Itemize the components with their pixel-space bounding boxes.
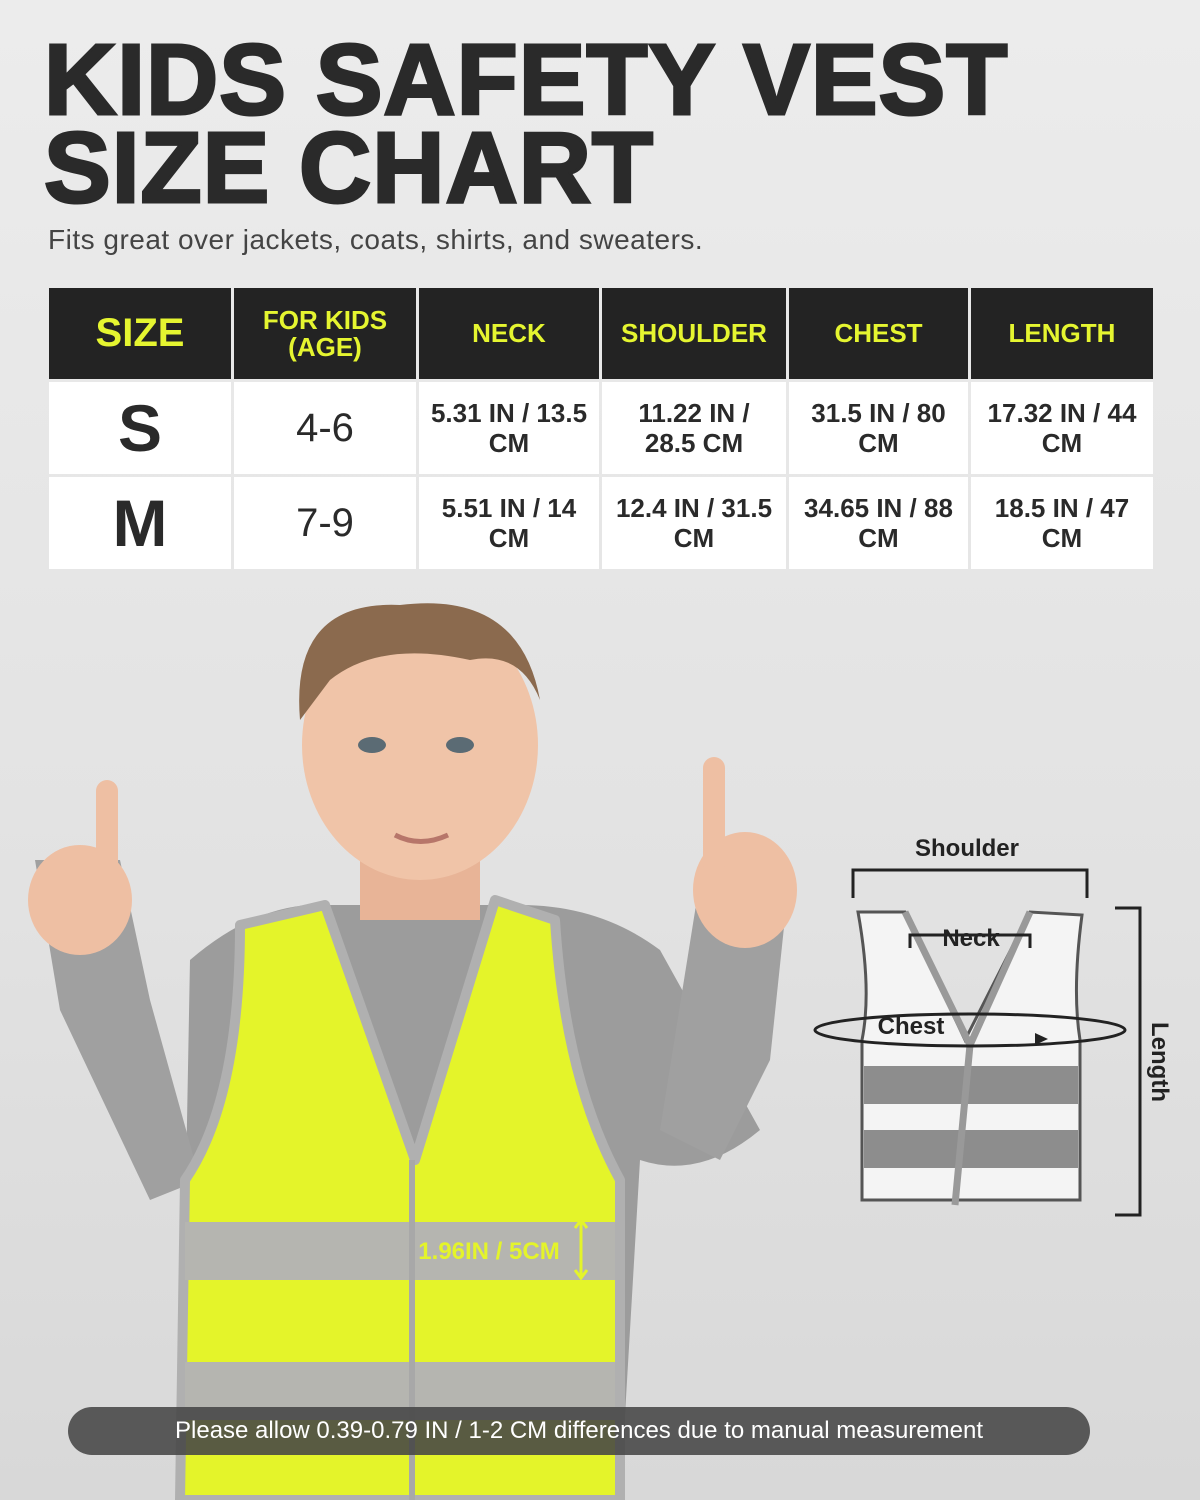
table-cell: 5.51 IN / 14 CM xyxy=(419,477,599,569)
table-cell: M xyxy=(49,477,231,569)
note: Please allow 0.39-0.79 IN / 1-2 CM diffe… xyxy=(68,1407,1090,1455)
column-header: FOR KIDS (AGE) xyxy=(234,288,416,379)
table-row: S 4-6 5.31 IN / 13.5 CM 11.22 IN / 28.5 CM 3… xyxy=(49,382,1153,474)
table-cell: 7-9 xyxy=(234,477,416,569)
diagram-label: Shoulder xyxy=(915,835,1019,862)
table-cell: 12.4 IN / 31.5 CM xyxy=(602,477,786,569)
title-line: SIZE CHART xyxy=(42,112,654,224)
title: KIDS SAFETY VEST SIZE CHART xyxy=(42,24,1009,224)
title-line: KIDS SAFETY VEST xyxy=(42,24,1009,136)
diagram-label: Chest xyxy=(878,1013,945,1040)
diagram-label: Neck xyxy=(942,925,1000,952)
kid-photo xyxy=(28,603,797,1500)
table-cell: 18.5 IN / 47 CM xyxy=(971,477,1153,569)
column-header: LENGTH xyxy=(971,288,1153,379)
table-cell: 17.32 IN / 44 CM xyxy=(971,382,1153,474)
stripe-label: 1.96IN / 5CM xyxy=(418,1238,559,1265)
column-header: NECK xyxy=(419,288,599,379)
table-cell: 11.22 IN / 28.5 CM xyxy=(602,382,786,474)
table-cell: S xyxy=(49,382,231,474)
table-cell: 4-6 xyxy=(234,382,416,474)
vest-diagram xyxy=(813,868,1142,1217)
column-header: SIZE xyxy=(49,288,231,379)
size-table: SIZE FOR KIDS (AGE) NECK SHOULDER CHEST LENGT… xyxy=(46,285,1156,572)
subtitle: Fits great over jackets, coats, shirts, … xyxy=(48,224,704,255)
table-cell: 34.65 IN / 88 CM xyxy=(789,477,968,569)
table-cell: 5.31 IN / 13.5 CM xyxy=(419,382,599,474)
column-header: CHEST xyxy=(789,288,968,379)
table-cell: 31.5 IN / 80 CM xyxy=(789,382,968,474)
column-header: SHOULDER xyxy=(602,288,786,379)
header-row: SIZE FOR KIDS (AGE) NECK SHOULDER CHEST LENGT… xyxy=(49,288,1153,379)
table-row: M 7-9 5.51 IN / 14 CM 12.4 IN / 31.5 CM 34.6… xyxy=(49,477,1153,569)
diagram-label: Length xyxy=(1146,1022,1173,1102)
